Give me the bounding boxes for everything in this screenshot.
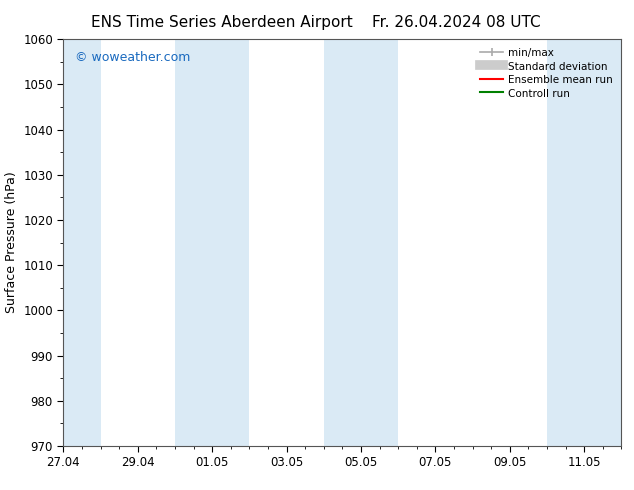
Bar xyxy=(324,39,398,446)
Text: ENS Time Series Aberdeen Airport: ENS Time Series Aberdeen Airport xyxy=(91,15,353,30)
Legend: min/max, Standard deviation, Ensemble mean run, Controll run: min/max, Standard deviation, Ensemble me… xyxy=(477,45,616,102)
Bar xyxy=(547,39,621,446)
Y-axis label: Surface Pressure (hPa): Surface Pressure (hPa) xyxy=(4,172,18,314)
Text: © woweather.com: © woweather.com xyxy=(75,51,190,64)
Bar xyxy=(63,39,101,446)
Bar xyxy=(175,39,249,446)
Text: Fr. 26.04.2024 08 UTC: Fr. 26.04.2024 08 UTC xyxy=(372,15,541,30)
